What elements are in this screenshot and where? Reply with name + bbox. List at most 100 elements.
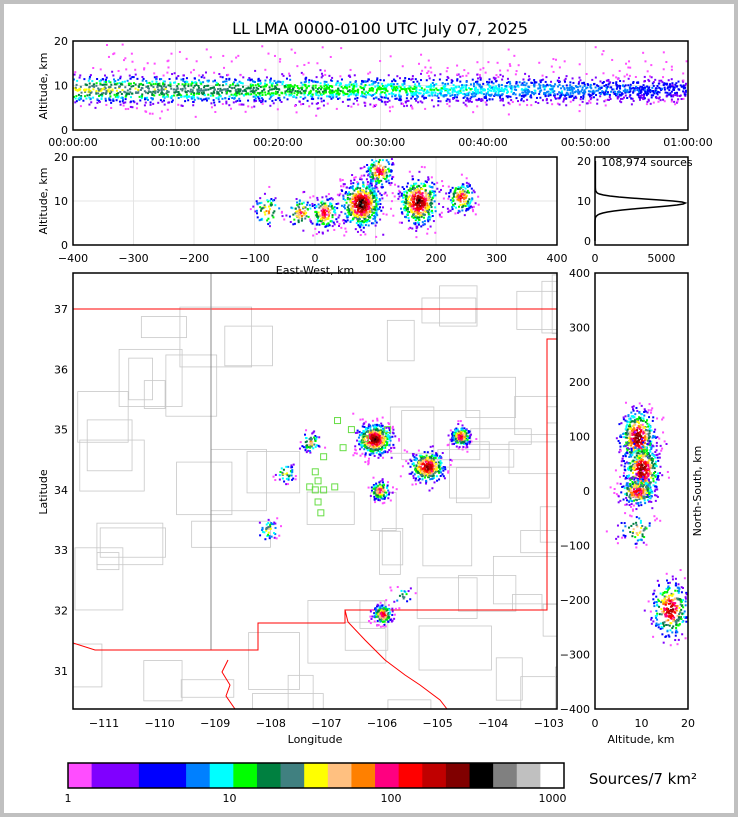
source-point (159, 117, 162, 120)
source-point (387, 433, 390, 436)
source-point (251, 84, 254, 87)
source-point (382, 165, 385, 168)
source-point (464, 187, 467, 190)
source-point (373, 196, 376, 199)
source-point (392, 83, 395, 86)
source-point (343, 183, 346, 186)
source-point (513, 54, 516, 57)
source-point (413, 85, 416, 88)
source-point (175, 76, 178, 79)
source-point (258, 99, 261, 102)
source-point (213, 104, 216, 107)
source-point (501, 93, 504, 96)
source-point (374, 436, 377, 439)
source-point (646, 91, 649, 94)
source-point (416, 185, 419, 188)
source-point (407, 210, 410, 213)
source-point (542, 78, 545, 81)
source-point (366, 447, 369, 450)
source-point (409, 202, 412, 205)
source-point (578, 63, 581, 66)
source-point (407, 203, 410, 206)
source-point (315, 223, 318, 226)
source-point (449, 189, 452, 192)
source-point (185, 95, 188, 98)
source-point (362, 226, 365, 229)
source-point (213, 71, 216, 74)
source-point (172, 81, 175, 84)
source-point (368, 205, 371, 208)
source-point (629, 85, 632, 88)
source-point (454, 85, 457, 88)
source-point (467, 182, 470, 185)
source-point (437, 96, 440, 99)
source-point (643, 89, 646, 92)
source-point (429, 190, 432, 193)
source-point (378, 165, 381, 168)
source-point (399, 86, 402, 89)
source-point (420, 53, 423, 56)
source-point (455, 196, 458, 199)
source-point (344, 219, 347, 222)
source-point (381, 172, 384, 175)
source-point (320, 97, 323, 100)
source-point (463, 190, 466, 193)
source-point (283, 96, 286, 99)
source-point (388, 423, 391, 426)
source-point (350, 211, 353, 214)
source-point (117, 78, 120, 81)
source-point (446, 98, 449, 101)
source-point (461, 86, 464, 89)
source-point (566, 89, 569, 92)
source-point (361, 224, 364, 227)
source-point (217, 92, 220, 95)
source-point (408, 87, 411, 90)
source-point (664, 82, 667, 85)
source-point (364, 452, 367, 455)
source-point (309, 207, 312, 210)
source-point (409, 465, 412, 468)
source-point (147, 92, 150, 95)
source-point (211, 92, 214, 95)
source-point (453, 96, 456, 99)
source-point (369, 170, 372, 173)
source-point (281, 210, 284, 213)
source-point (375, 88, 378, 91)
source-point (423, 198, 426, 201)
source-point (381, 206, 384, 209)
source-point (515, 70, 518, 73)
source-point (353, 84, 356, 87)
source-point (212, 86, 215, 89)
source-point (387, 179, 390, 182)
source-point (91, 85, 94, 88)
source-point (100, 95, 103, 98)
source-point (526, 104, 529, 107)
source-point (249, 93, 252, 96)
source-point (380, 448, 383, 451)
source-point (305, 76, 308, 79)
source-point (351, 209, 354, 212)
source-point (352, 194, 355, 197)
source-point (645, 94, 648, 97)
source-point (449, 94, 452, 97)
source-point (101, 88, 104, 91)
source-point (103, 80, 106, 83)
source-point (363, 438, 366, 441)
source-point (604, 91, 607, 94)
source-point (379, 79, 382, 82)
source-point (381, 91, 384, 94)
source-point (424, 107, 427, 110)
source-point (107, 80, 110, 83)
source-point (405, 460, 408, 463)
source-point (444, 87, 447, 90)
source-point (341, 100, 344, 103)
altitude-tick-label: 20 (54, 35, 68, 48)
source-point (152, 102, 155, 105)
source-point (360, 229, 363, 232)
source-point (612, 81, 615, 84)
source-point (572, 99, 575, 102)
source-point (179, 88, 182, 91)
source-point (235, 90, 238, 93)
source-point (370, 184, 373, 187)
source-point (414, 211, 417, 214)
